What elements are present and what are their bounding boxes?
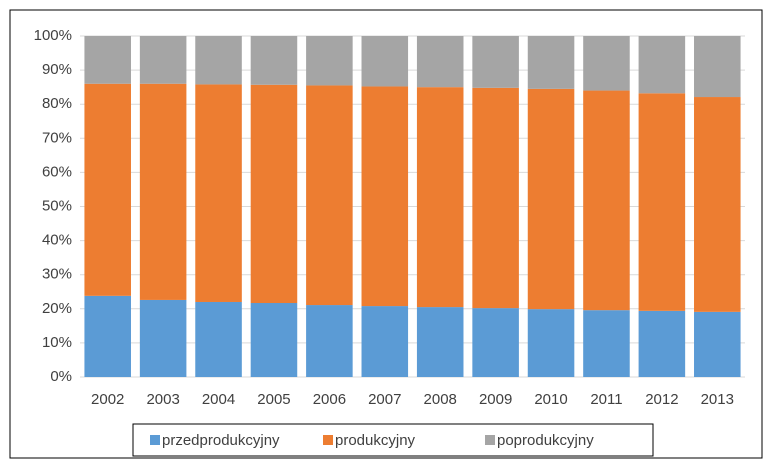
- bar-segment: [472, 36, 519, 88]
- bar-segment: [250, 84, 298, 304]
- bar-segment: [583, 36, 630, 91]
- x-tick-label: 2006: [313, 391, 346, 408]
- y-tick-label: 30%: [42, 266, 72, 283]
- bar-segment: [638, 93, 686, 311]
- legend-label: produkcyjny: [335, 432, 416, 449]
- bar-segment: [638, 310, 686, 377]
- y-tick-label: 40%: [42, 232, 72, 249]
- bar-segment: [416, 87, 464, 308]
- y-tick-label: 90%: [42, 61, 72, 78]
- y-tick-label: 60%: [42, 163, 72, 180]
- bar-segment: [583, 310, 630, 377]
- legend-swatch: [485, 435, 495, 445]
- bar-segment: [583, 90, 630, 311]
- x-tick-label: 2008: [424, 391, 457, 408]
- bar-segment: [416, 36, 464, 88]
- x-tick-label: 2009: [479, 391, 512, 408]
- bar-segment: [84, 36, 131, 84]
- bar-segment: [250, 36, 298, 85]
- bar-segment: [416, 307, 464, 377]
- x-tick-label: 2012: [645, 391, 678, 408]
- bar-segment: [195, 36, 242, 85]
- bar-segment: [195, 301, 242, 377]
- bar-segment: [361, 86, 409, 307]
- legend-swatch: [150, 435, 160, 445]
- x-tick-label: 2005: [257, 391, 290, 408]
- x-tick-label: 2007: [368, 391, 401, 408]
- legend-box: [132, 423, 654, 457]
- y-tick-label: 10%: [42, 334, 72, 351]
- bar-segment: [694, 36, 741, 98]
- bar-segment: [250, 303, 298, 377]
- legend-swatch: [323, 435, 333, 445]
- bar-segment: [527, 36, 575, 89]
- x-tick-label: 2003: [146, 391, 179, 408]
- bar-segment: [527, 309, 575, 377]
- bar-segment: [84, 83, 131, 296]
- bar-segment: [139, 299, 187, 377]
- bar-segment: [306, 85, 353, 306]
- legend-label: poprodukcyjny: [497, 432, 594, 449]
- bar-segment: [84, 295, 131, 377]
- y-tick-label: 100%: [34, 27, 72, 44]
- x-tick-label: 2013: [701, 391, 734, 408]
- bar-segment: [694, 97, 741, 312]
- legend-label: przedprodukcyjny: [162, 432, 280, 449]
- x-tick-label: 2002: [91, 391, 124, 408]
- x-tick-label: 2010: [534, 391, 567, 408]
- bar-segment: [139, 36, 187, 84]
- y-tick-label: 80%: [42, 95, 72, 112]
- bar-segment: [306, 36, 353, 86]
- bar-segment: [472, 87, 519, 309]
- x-tick-label: 2004: [202, 391, 235, 408]
- y-tick-label: 20%: [42, 300, 72, 317]
- y-tick-label: 70%: [42, 129, 72, 146]
- bar-segment: [472, 308, 519, 377]
- bar-segment: [361, 36, 409, 87]
- bar-segment: [527, 88, 575, 310]
- y-tick-label: 50%: [42, 197, 72, 214]
- y-tick-label: 0%: [50, 368, 72, 385]
- bar-segment: [195, 84, 242, 302]
- bar-segment: [139, 83, 187, 300]
- bar-segment: [638, 36, 686, 94]
- x-tick-label: 2011: [590, 391, 622, 408]
- bar-segment: [694, 311, 741, 377]
- bar-segment: [306, 305, 353, 377]
- bar-segment: [361, 306, 409, 377]
